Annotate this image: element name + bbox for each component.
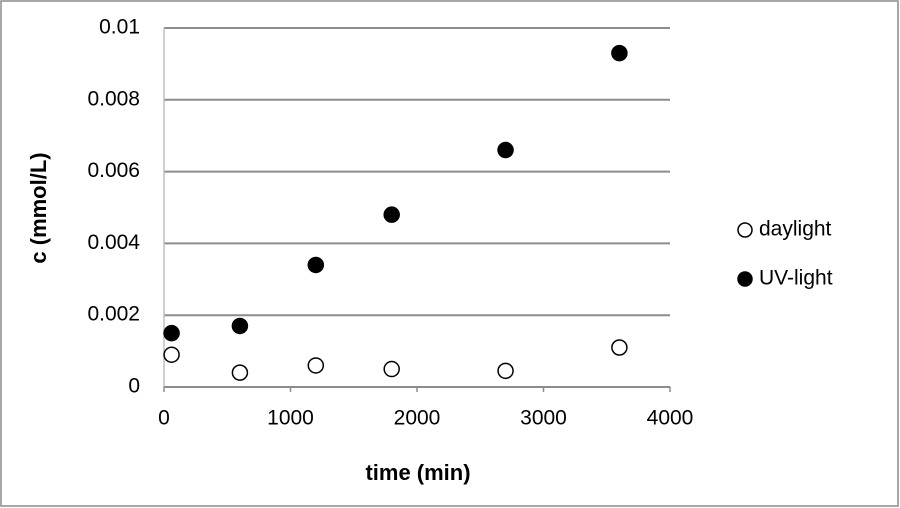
legend-label: daylight [759, 218, 832, 241]
x-tick-label: 3000 [520, 407, 567, 430]
y-tick-label: 0.008 [87, 87, 140, 110]
point [611, 44, 628, 62]
y-tick-label: 0.01 [99, 16, 140, 39]
point [497, 362, 514, 380]
y-tick-label: 0.006 [87, 159, 140, 182]
point [497, 141, 514, 159]
point [307, 256, 325, 274]
x-tick-label: 2000 [394, 407, 441, 430]
point [383, 206, 400, 223]
x-tick-label: 4000 [647, 407, 694, 430]
legend-marker [737, 271, 753, 287]
x-tick-label: 1000 [267, 407, 314, 430]
point [307, 357, 325, 374]
x-axis-title: time (min) [365, 460, 470, 485]
point [163, 346, 180, 363]
y-axis-title: c (mmol/L) [26, 152, 51, 263]
point [231, 364, 249, 381]
y-tick-label: 0.002 [87, 303, 140, 326]
y-tick-label: 0.004 [87, 231, 140, 254]
point [611, 339, 628, 356]
x-tick-label: 0 [158, 407, 170, 430]
point [231, 317, 249, 335]
point [383, 360, 400, 378]
legend-marker [737, 222, 753, 238]
point [163, 324, 180, 342]
legend-label: UV-light [759, 267, 833, 290]
y-tick-label: 0 [128, 375, 140, 398]
